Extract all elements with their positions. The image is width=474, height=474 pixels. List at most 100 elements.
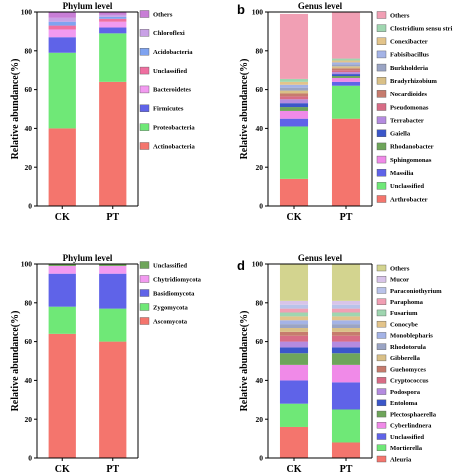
bar-pt-nocardioides xyxy=(331,68,361,71)
legend-swatch xyxy=(376,264,387,272)
y-axis-label: Relative abundance(%) xyxy=(239,59,250,160)
legend-swatch xyxy=(139,29,150,37)
legend-label: Clostridium sensu stri xyxy=(390,25,452,32)
legend-swatch xyxy=(376,365,387,373)
bar-ck-others xyxy=(48,12,76,18)
chart-panel-3: Phylum level CK PT 0 20 40 60 80 100 Relative abu… xyxy=(10,253,202,474)
legend-label: Basidiomycota xyxy=(153,290,195,297)
legend-label: Aleuria xyxy=(390,456,412,463)
legend-label: Burkholderia xyxy=(390,65,429,72)
bar-pt-firmicutes xyxy=(99,27,127,34)
legend-label: Mucor xyxy=(390,277,409,284)
legend-swatch xyxy=(376,77,387,85)
legend-label: Pseudomonas xyxy=(390,104,429,111)
legend-swatch xyxy=(376,63,387,72)
y-axis-label: Relative abundance(%) xyxy=(10,59,21,160)
bar-ck-gaiella xyxy=(279,103,309,108)
bar-ck-unclassified xyxy=(279,126,309,179)
legend-swatch xyxy=(376,169,387,177)
bar-pt-fabisibacillus xyxy=(331,62,361,65)
bar-pt-basidiomycota xyxy=(99,273,127,309)
bar-ck-bacteroidetes xyxy=(48,29,76,38)
bar-ck-bradyrhizobium xyxy=(279,90,309,94)
bar-ck-arthrobacter xyxy=(279,178,309,206)
y-tick-label: 100 xyxy=(252,8,264,17)
legend-swatch xyxy=(376,343,387,350)
y-tick-label: 100 xyxy=(21,8,33,17)
bar-pt-bradyrhizobium xyxy=(331,66,361,69)
legend-label: Sphingomonas xyxy=(390,157,432,164)
x-tick-label: PT xyxy=(106,212,119,223)
legend-label: Others xyxy=(390,265,410,272)
legend-label: Arthrobacter xyxy=(390,196,428,203)
bar-ck-unclassified xyxy=(48,264,76,266)
legend-label: Paraphoma xyxy=(390,299,424,306)
bar-pt-rhodanobacter xyxy=(331,76,361,78)
bar-pt-rhodotorula xyxy=(331,324,361,329)
bar-pt-others xyxy=(99,12,127,15)
x-tick-label: PT xyxy=(106,464,119,474)
legend-label: Proteobacteria xyxy=(153,124,195,131)
bar-ck-unclassified xyxy=(48,25,76,30)
legend-label: Plectosphaerella xyxy=(390,411,437,418)
legend-swatch xyxy=(376,116,387,124)
legend-label: Fabisibacillus xyxy=(390,52,429,59)
legend-label: Others xyxy=(390,12,410,19)
y-tick-label: 80 xyxy=(25,298,33,307)
y-tick-label: 0 xyxy=(259,202,263,211)
panel-letter: b xyxy=(237,2,245,17)
bar-ck-guehomyces xyxy=(279,331,309,336)
legend-swatch xyxy=(376,309,387,317)
bar-pt-fusarium xyxy=(331,312,361,317)
bar-pt-massilia xyxy=(331,81,361,86)
bar-ck-burkholderia xyxy=(279,87,309,91)
bar-ck-rhodotorula xyxy=(279,324,309,329)
bar-pt-unclassified xyxy=(331,85,361,119)
bar-pt-acidobacteria xyxy=(99,16,127,19)
bar-ck-massilia xyxy=(279,118,309,127)
bar-pt-podospora xyxy=(331,341,361,348)
bar-pt-plectosphaerella xyxy=(331,353,361,365)
bar-pt-pseudomonas xyxy=(331,70,361,73)
bar-ck-terrabacter xyxy=(279,99,309,104)
bar-ck-conexibacter xyxy=(279,81,309,85)
bar-ck-aleuria xyxy=(279,426,309,458)
y-tick-label: 60 xyxy=(256,85,264,94)
bar-pt-conexibacter xyxy=(331,60,361,63)
legend-label: Unclassified xyxy=(153,68,187,75)
legend-label: Conexibacter xyxy=(390,39,428,46)
x-tick-label: CK xyxy=(55,212,70,223)
legend-label: Bradyrhizobium xyxy=(390,78,437,85)
bar-pt-bacteroidetes xyxy=(99,21,127,28)
y-tick-label: 0 xyxy=(28,202,32,211)
bar-ck-plectosphaerella xyxy=(279,353,309,365)
bar-pt-aleuria xyxy=(331,442,361,458)
legend-swatch xyxy=(376,320,387,328)
legend-label: Guehomyces xyxy=(390,366,426,373)
bar-ck-basidiomycota xyxy=(48,273,76,307)
bar-pt-sphingomonas xyxy=(331,77,361,82)
legend-label: Gaiella xyxy=(390,131,411,138)
bar-pt-gaiella xyxy=(331,74,361,77)
bar-ck-acidobacteria xyxy=(48,21,76,26)
legend-swatch xyxy=(376,399,387,407)
bar-ck-monoblepharis xyxy=(279,320,309,325)
bar-ck-zygomycota xyxy=(48,306,76,334)
bar-pt-gibberella xyxy=(331,328,361,332)
y-tick-label: 0 xyxy=(259,454,263,463)
legend-swatch xyxy=(139,10,150,18)
bar-pt-actinobacteria xyxy=(99,81,127,206)
legend-swatch xyxy=(139,303,150,311)
legend-swatch xyxy=(139,48,150,56)
legend-swatch xyxy=(376,90,387,98)
bar-ck-paraphoma xyxy=(279,308,309,313)
bar-pt-paraphoma xyxy=(331,308,361,313)
x-tick-label: CK xyxy=(287,464,302,474)
legend-swatch xyxy=(376,195,387,203)
legend-swatch xyxy=(376,455,387,463)
legend-label: Chytridiomycota xyxy=(153,276,202,283)
x-tick-label: CK xyxy=(287,212,302,223)
legend-swatch xyxy=(376,388,387,395)
bar-pt-arthrobacter xyxy=(331,118,361,206)
legend-label: Unclassified xyxy=(153,262,187,269)
